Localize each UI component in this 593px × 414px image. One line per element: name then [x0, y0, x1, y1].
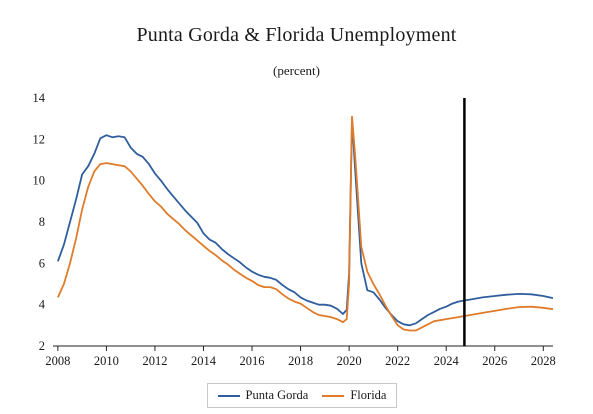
y-tick-label: 2 — [39, 339, 45, 353]
legend-swatch-florida — [322, 394, 345, 397]
y-axis-ticks: 2 4 6 8 10 12 14 — [33, 91, 46, 353]
legend: Punta Gorda Florida — [207, 383, 397, 408]
x-axis: 2008 2010 2012 2014 2016 2018 2020 2022 2024 2026… — [45, 345, 556, 368]
x-tick-label: 2028 — [531, 354, 556, 368]
x-tick-label: 2012 — [142, 354, 167, 368]
x-tick-label: 2018 — [288, 354, 313, 368]
legend-label-florida: Florida — [350, 388, 387, 402]
x-tick-label: 2026 — [482, 354, 507, 368]
legend-item-punta-gorda: Punta Gorda — [217, 388, 309, 403]
legend-item-florida: Florida — [322, 388, 386, 403]
legend-swatch-punta-gorda — [217, 394, 240, 397]
chart-subtitle: (percent) — [273, 63, 320, 78]
x-tick-label: 2014 — [191, 354, 217, 368]
x-tick-label: 2020 — [337, 354, 362, 368]
x-tick-label: 2022 — [385, 354, 410, 368]
x-tick-label: 2024 — [434, 354, 460, 368]
x-tick-label: 2010 — [94, 354, 119, 368]
x-tick-label: 2008 — [45, 354, 70, 368]
series-line-punta-gorda — [57, 117, 554, 327]
y-tick-label: 12 — [33, 132, 46, 146]
y-tick-label: 6 — [39, 256, 45, 270]
series-line-florida — [57, 115, 554, 332]
x-tick-label: 2016 — [240, 354, 265, 368]
y-tick-label: 4 — [39, 298, 46, 312]
series-lines — [57, 115, 554, 332]
legend-label-punta-gorda: Punta Gorda — [245, 388, 309, 402]
chart-title: Punta Gorda & Florida Unemployment — [136, 24, 457, 46]
y-tick-label: 10 — [33, 174, 46, 188]
y-tick-label: 8 — [39, 215, 45, 229]
y-tick-label: 14 — [33, 91, 46, 105]
